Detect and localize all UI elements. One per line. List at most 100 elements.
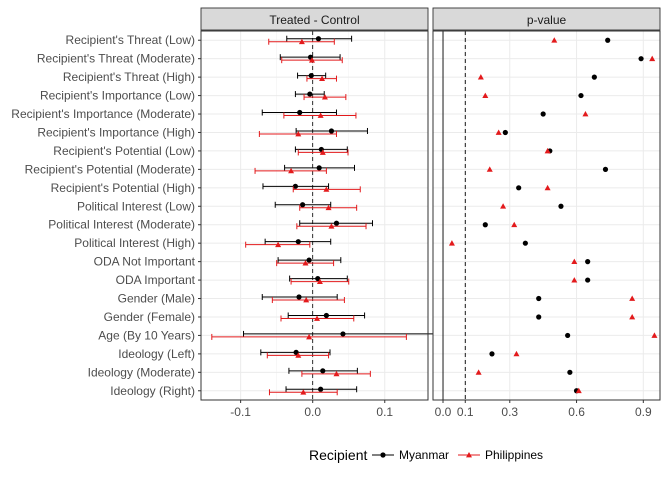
p-value-point — [495, 129, 502, 135]
p-value-point — [551, 37, 558, 43]
p-value-point — [571, 277, 578, 283]
estimate-point — [319, 149, 326, 155]
left-strip — [200, 7, 429, 31]
estimate-point — [307, 91, 313, 97]
y-axis-labels: Recipient's Threat (Low) Recipient's Thre… — [11, 33, 201, 398]
p-value-point — [629, 313, 636, 320]
estimate-point — [297, 109, 303, 116]
p-value-point — [513, 350, 520, 357]
estimate-point — [333, 220, 340, 226]
y-tick-label: ODA Important — [116, 273, 196, 287]
p-value-point — [482, 222, 488, 228]
p-value-point — [482, 92, 489, 98]
p-value-point — [544, 147, 551, 154]
estimate-point — [295, 239, 301, 245]
p-value-point — [591, 74, 597, 80]
p-value-point — [565, 332, 571, 339]
estimate-point — [314, 315, 321, 321]
p-value-point — [567, 369, 573, 375]
y-tick-label: Gender (Male) — [118, 292, 195, 306]
legend: Recipient Myanmar Philippines — [309, 447, 543, 463]
p-value-point — [516, 185, 522, 191]
p-value-point — [571, 258, 578, 265]
left-panel: Treated - Control -0.1 0.0 0.1 — [200, 7, 443, 419]
estimate-point — [328, 128, 335, 134]
p-value-point — [649, 55, 656, 62]
estimate-point — [320, 368, 326, 374]
series-myanmar — [243, 35, 443, 393]
p-value-point — [511, 221, 518, 228]
estimate-point — [306, 257, 312, 263]
right-x-tick-label: 0.6 — [568, 405, 585, 419]
estimate-point — [303, 297, 310, 303]
p-value-point — [536, 295, 542, 302]
right-x-tick-label: 0.0 — [435, 405, 452, 419]
right-panel-border — [432, 30, 661, 401]
y-tick-label: Recipient's Threat (Moderate) — [37, 52, 195, 66]
left-plot-background — [201, 31, 428, 400]
y-tick-label: Recipient's Importance (High) — [37, 125, 195, 139]
p-value-point — [540, 111, 546, 117]
estimate-point — [292, 183, 299, 189]
estimate-point — [317, 112, 324, 118]
p-value-point — [629, 295, 636, 301]
p-value-point — [477, 74, 484, 80]
p-value-point — [578, 92, 584, 99]
p-value-point — [489, 351, 495, 357]
p-value-point — [448, 240, 455, 246]
y-tick-label: Political Interest (Moderate) — [48, 218, 195, 232]
y-tick-label: Ideology (Moderate) — [88, 365, 195, 379]
p-value-point — [575, 387, 582, 394]
y-tick-label: Recipient's Importance (Low) — [40, 89, 195, 103]
left-strip-label: Treated - Control — [269, 13, 359, 27]
estimate-point — [302, 260, 309, 266]
estimate-point — [295, 352, 302, 358]
legend-key-marker — [466, 452, 472, 458]
estimate-point — [323, 186, 330, 192]
estimate-point — [300, 202, 306, 208]
estimate-point — [295, 130, 302, 137]
y-tick-label: Ideology (Right) — [110, 384, 195, 398]
y-tick-label: Age (By 10 Years) — [98, 328, 195, 342]
estimate-point — [293, 349, 299, 355]
p-value-point — [602, 166, 609, 172]
estimate-point — [306, 333, 313, 340]
p-value-point — [585, 277, 591, 283]
estimate-point — [308, 57, 315, 63]
p-value-point — [582, 111, 589, 117]
right-plot-background — [433, 31, 660, 400]
estimate-point — [298, 38, 305, 45]
p-value-point — [585, 259, 591, 265]
estimate-point — [315, 275, 321, 282]
p-value-point — [536, 314, 542, 320]
right-x-tick-label: 0.3 — [501, 405, 518, 419]
y-tick-label: Recipient's Potential (Low) — [53, 144, 195, 158]
right-panel: p-value 0.0 0.1 0.3 0.6 0.9 — [432, 7, 661, 419]
estimate-point — [316, 165, 322, 171]
estimate-point — [321, 94, 328, 100]
estimate-point — [319, 75, 326, 82]
estimate-point — [275, 241, 282, 248]
legend-title: Recipient — [309, 447, 367, 463]
estimate-point — [328, 223, 335, 229]
estimate-point — [296, 294, 302, 300]
y-tick-label: Ideology (Left) — [118, 347, 195, 361]
y-tick-label: Political Interest (Low) — [77, 199, 195, 213]
right-x-tick-label: 0.1 — [457, 405, 474, 419]
right-strip-label: p-value — [527, 13, 567, 27]
left-panel-border — [200, 30, 429, 401]
chart-panels: Treated - Control -0.1 0.0 0.1 p-value 0.0 0.1… — [200, 7, 661, 419]
p-value-point — [475, 369, 482, 375]
p-value-point — [638, 56, 644, 62]
pvalue-series-philippines — [448, 37, 658, 394]
y-tick-label: Gender (Female) — [104, 310, 195, 324]
left-x-tick-label: 0.0 — [304, 405, 321, 419]
left-x-tick-label: 0.1 — [376, 405, 393, 419]
y-tick-label: Political Interest (High) — [74, 236, 195, 250]
legend-key-marker — [380, 452, 386, 458]
y-tick-label: Recipient's Threat (High) — [63, 70, 195, 84]
estimate-point — [340, 331, 346, 337]
y-tick-label: Recipient's Potential (Moderate) — [25, 162, 195, 176]
y-tick-label: Recipient's Threat (Low) — [66, 33, 195, 47]
